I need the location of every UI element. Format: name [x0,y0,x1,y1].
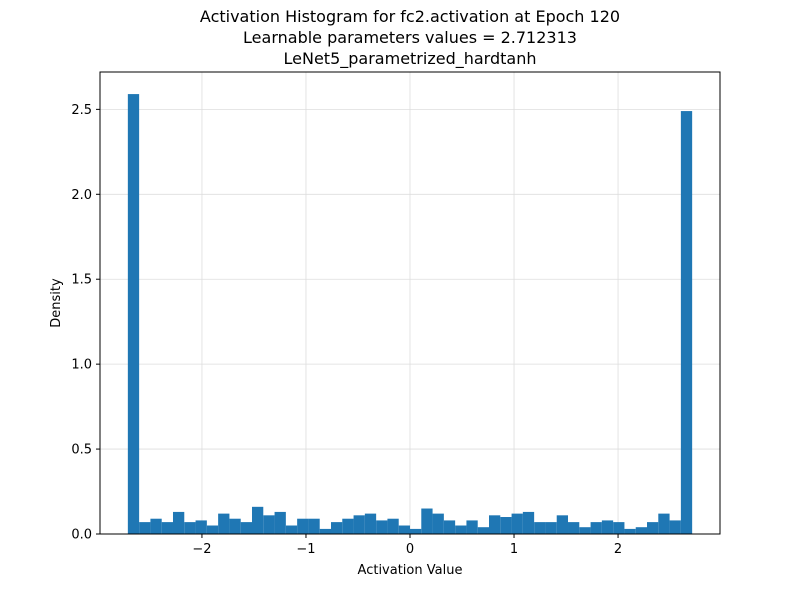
histogram-bar [172,511,185,534]
histogram-bar [568,522,580,534]
histogram-bar [195,520,207,534]
chart-title: Activation Histogram for fc2.activation … [200,7,620,69]
histogram-bar [127,94,140,535]
histogram-bar [285,525,298,534]
y-tick-label: 0.0 [71,528,92,543]
histogram-bar [150,518,162,534]
histogram-bar [635,527,648,534]
y-tick-label: 1.0 [71,358,92,373]
grid-lines [100,72,720,535]
histogram-bar [534,522,546,534]
histogram-bar [364,513,377,534]
histogram-bars [127,94,693,535]
histogram-bar [319,528,331,534]
histogram-bar [443,520,456,534]
title-line-1: Activation Histogram for fc2.activation … [200,7,620,26]
y-tick-label: 1.5 [71,273,92,288]
histogram-bar [647,522,659,534]
histogram-bar [477,527,490,534]
histogram-bar [590,522,602,534]
histogram-bar [680,111,693,535]
histogram-bar [669,520,681,534]
histogram-bar [398,525,410,534]
histogram-bar [466,520,478,534]
histogram-bar [161,522,173,534]
title-line-2: Learnable parameters values = 2.712313 [243,28,577,47]
x-tick-label: 2 [614,542,622,557]
histogram-bar [342,518,354,534]
histogram-bar [240,522,252,534]
histogram-bar [556,515,569,534]
histogram-bar [330,522,343,534]
histogram-bar [308,518,320,534]
histogram-bar [387,518,399,534]
histogram-bar [624,528,636,534]
x-tick-label: −1 [296,542,315,557]
y-axis-label: Density [49,278,64,328]
x-tick-label: −2 [192,542,211,557]
histogram-bar [432,513,444,534]
y-tick-label: 0.5 [71,443,92,458]
histogram-bar [522,511,535,534]
histogram-bar [601,520,614,534]
x-axis-label: Activation Value [358,563,463,578]
histogram-bar [455,525,467,534]
histogram-bar [545,522,557,534]
histogram-bar [658,513,670,534]
x-tick-label: 1 [510,542,518,557]
y-tick-label: 2.0 [71,188,92,203]
histogram-bar [489,515,501,534]
histogram-bar [139,522,151,534]
histogram-bar [206,525,219,534]
histogram-bar [500,517,512,534]
histogram-bar [263,515,275,534]
y-tick-label: 2.5 [71,103,92,118]
y-axis-ticks: 0.0 0.5 1.0 1.5 2.0 2.5 [71,103,100,543]
x-axis-ticks: −2 −1 0 1 2 [192,534,622,557]
histogram-bar [353,515,365,534]
histogram-bar [251,506,264,534]
title-line-3: LeNet5_parametrized_hardtanh [284,49,537,69]
histogram-bar [218,513,230,534]
histogram-bar [511,513,523,534]
histogram-bar [421,508,433,534]
histogram-bar [613,522,625,534]
histogram-bar [297,518,309,534]
histogram-bar [376,520,388,534]
histogram-bar [229,518,241,534]
histogram-bar [184,522,196,534]
histogram-bar [579,527,591,534]
x-tick-label: 0 [406,542,414,557]
histogram-bar [274,511,286,534]
histogram-bar [410,528,422,534]
